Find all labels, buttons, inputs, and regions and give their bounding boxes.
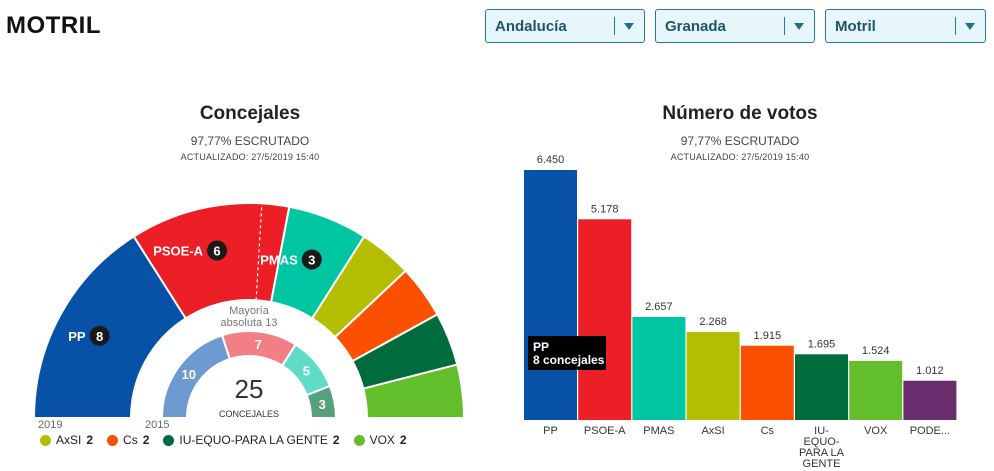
seat-badge-circle [207, 240, 228, 261]
legend-label: AxSI [56, 433, 82, 447]
majority-line [255, 203, 263, 301]
seat-badge-count: 8 [96, 329, 103, 344]
chevron-down-icon[interactable] [965, 22, 975, 30]
municipality-select-value: Motril [835, 17, 876, 35]
inner-seat-count-iu-equo-para-la-gente: 3 [319, 397, 326, 412]
inner-seat-count-pmas: 5 [303, 364, 310, 379]
chevron-down-icon[interactable] [624, 22, 634, 30]
province-select[interactable]: Granada [655, 9, 815, 43]
votos-updated: ACTUALIZADO: 27/5/2019 15:40 [670, 152, 810, 162]
region-select-value: Andalucía [495, 17, 567, 35]
majority-label-line2: absoluta 13 [221, 317, 278, 329]
seat-badge-count: 6 [213, 244, 220, 259]
chevron-down-icon[interactable] [794, 22, 804, 30]
select-divider [614, 17, 615, 35]
legend-dot [353, 434, 365, 446]
legend-count: 2 [332, 433, 340, 447]
total-seats-label: CONCEJALES [219, 409, 279, 419]
seat-badge-party: PMAS [260, 252, 298, 267]
seat-slice-2019-vox[interactable] [362, 363, 466, 419]
inner-year-label: 2015 [145, 419, 169, 431]
page-title: MOTRIL [6, 12, 101, 39]
seat-slice-2015-iu-equo-para-la-gente[interactable] [305, 384, 338, 419]
concejales-status: 97,77% ESCRUTADO [190, 134, 310, 148]
seat-badge-count: 3 [308, 252, 315, 267]
legend-dot [163, 434, 175, 446]
legend-label: IU-EQUO-PARA LA GENTE [179, 433, 328, 447]
legend-item-cs: Cs 2 [107, 433, 149, 447]
province-select-value: Granada [665, 17, 726, 35]
inner-seat-count-pp: 10 [181, 367, 195, 382]
seat-badge-circle [89, 325, 110, 346]
outer-year-label: 2019 [38, 419, 62, 431]
legend-label: VOX [369, 433, 395, 447]
seat-badge-pmas: PMAS 3 [260, 249, 322, 270]
total-seats-number: 25 [235, 374, 264, 404]
seat-badge-psoe-a: PSOE-A 6 [153, 240, 228, 261]
inner-seat-count-psoe-a: 7 [255, 337, 262, 352]
legend-count: 2 [142, 433, 150, 447]
seat-badge-pp: PP 8 [68, 325, 110, 346]
majority-label-line1: Mayoría [229, 305, 270, 317]
municipality-select[interactable]: Motril [825, 9, 986, 43]
legend-item-vox: VOX 2 [353, 433, 407, 447]
concejales-title: Concejales [199, 103, 301, 124]
seat-badge-circle [301, 249, 322, 270]
legend-count: 2 [86, 433, 94, 447]
legend-dot [107, 434, 119, 446]
seat-badge-party: PSOE-A [153, 244, 203, 259]
select-divider [955, 17, 956, 35]
votos-status: 97,77% ESCRUTADO [680, 134, 800, 148]
legend-label: Cs [123, 433, 138, 447]
concejales-legend: AxSI 2 Cs 2 IU-EQUO-PARA LA GENTE 2 VOX … [40, 433, 407, 447]
legend-item-axsi: AxSI 2 [40, 433, 93, 447]
seat-badge-party: PP [68, 329, 86, 344]
concejales-updated: ACTUALIZADO: 27/5/2019 15:40 [180, 152, 320, 162]
select-divider [784, 17, 785, 35]
region-select[interactable]: Andalucía [485, 9, 645, 43]
legend-count: 2 [399, 433, 407, 447]
votos-title: Número de votos [662, 103, 818, 124]
legend-dot [40, 434, 51, 446]
legend-item-iu-equo: IU-EQUO-PARA LA GENTE 2 [163, 433, 340, 447]
